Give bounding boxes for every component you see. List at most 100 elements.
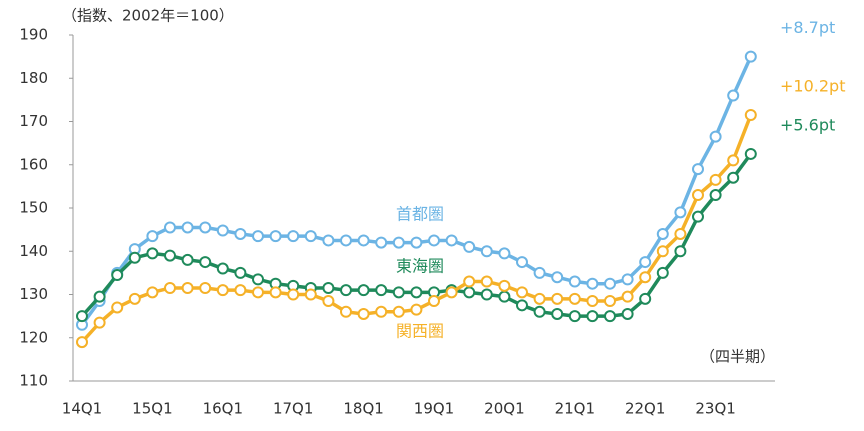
data-point xyxy=(604,310,616,323)
data-point xyxy=(639,292,652,305)
data-point xyxy=(709,189,722,202)
data-point xyxy=(533,292,546,305)
data-point xyxy=(727,154,740,167)
data-point xyxy=(357,307,370,320)
data-point xyxy=(304,288,317,301)
data-point xyxy=(656,245,669,258)
data-point xyxy=(357,234,370,247)
data-point xyxy=(568,275,581,288)
data-point xyxy=(322,282,335,295)
y-tick-label: 150 xyxy=(19,199,48,217)
data-point xyxy=(445,286,458,299)
data-point xyxy=(445,234,458,247)
data-point xyxy=(744,50,757,63)
y-tick-label: 190 xyxy=(19,26,48,44)
data-point xyxy=(199,256,212,269)
y-tick-label: 140 xyxy=(19,242,48,260)
data-point xyxy=(164,221,176,234)
data-point xyxy=(744,147,757,160)
data-point xyxy=(692,189,704,202)
data-point xyxy=(164,249,176,262)
x-tick-label: 20Q1 xyxy=(484,400,524,418)
data-point xyxy=(428,294,440,307)
data-point xyxy=(604,277,616,290)
data-point xyxy=(568,292,581,305)
data-point xyxy=(375,236,388,249)
data-point xyxy=(76,336,88,349)
data-point xyxy=(568,310,581,323)
data-point xyxy=(322,294,335,307)
x-tick-label: 14Q1 xyxy=(62,400,102,418)
data-point xyxy=(621,290,634,303)
data-point xyxy=(498,247,511,260)
data-point xyxy=(340,284,352,297)
data-point xyxy=(709,173,722,186)
data-point xyxy=(128,251,141,264)
data-point xyxy=(340,305,352,318)
y-tick-label: 180 xyxy=(19,69,48,87)
data-point xyxy=(410,303,423,316)
data-point xyxy=(146,286,159,299)
data-point xyxy=(516,299,528,312)
data-point xyxy=(76,310,88,323)
y-tick-label: 160 xyxy=(19,155,48,173)
data-point xyxy=(480,275,493,288)
data-point xyxy=(463,275,476,288)
data-point xyxy=(234,284,247,297)
chart-subtitle: （指数、2002年＝100） xyxy=(62,7,234,25)
data-point xyxy=(375,284,388,297)
data-point xyxy=(269,230,282,243)
series-label: 東海圏 xyxy=(396,257,444,276)
data-point xyxy=(551,292,564,305)
x-axis-label: （四半期） xyxy=(700,348,775,366)
data-point xyxy=(128,292,141,305)
series-label: 関西圏 xyxy=(396,322,444,341)
data-point xyxy=(93,290,106,303)
data-point xyxy=(375,305,388,318)
change-label: +10.2pt xyxy=(780,77,845,96)
data-point xyxy=(392,236,405,249)
data-point xyxy=(551,307,564,320)
y-tick-label: 170 xyxy=(19,112,48,130)
data-point xyxy=(744,109,757,122)
data-point xyxy=(621,307,634,320)
x-tick-label: 18Q1 xyxy=(343,400,383,418)
x-tick-label: 19Q1 xyxy=(414,400,454,418)
data-point xyxy=(181,221,194,234)
x-tick-label: 15Q1 xyxy=(132,400,172,418)
data-point xyxy=(111,269,124,282)
data-point xyxy=(656,266,669,279)
data-point xyxy=(516,256,528,269)
data-point xyxy=(692,210,704,223)
data-point xyxy=(111,301,124,314)
data-point xyxy=(357,284,370,297)
data-point xyxy=(551,271,564,284)
data-point xyxy=(586,310,599,323)
data-point xyxy=(181,253,194,266)
data-point xyxy=(410,286,423,299)
data-point xyxy=(516,286,528,299)
data-point xyxy=(216,224,229,237)
data-point xyxy=(216,284,229,297)
data-point xyxy=(181,282,194,295)
data-point xyxy=(234,227,247,240)
data-point xyxy=(252,286,264,299)
x-tick-label: 17Q1 xyxy=(273,400,313,418)
x-tick-label: 16Q1 xyxy=(203,400,243,418)
x-tick-label: 21Q1 xyxy=(555,400,595,418)
data-point xyxy=(252,273,264,286)
series-line xyxy=(80,55,753,326)
data-point xyxy=(252,230,264,243)
data-point xyxy=(480,288,493,301)
y-tick-label: 120 xyxy=(19,328,48,346)
data-point xyxy=(674,227,687,240)
data-point xyxy=(674,245,687,258)
data-point xyxy=(199,282,212,295)
data-point xyxy=(146,247,159,260)
x-tick-label: 23Q1 xyxy=(695,400,735,418)
series-label: 首都圏 xyxy=(396,205,444,224)
data-point xyxy=(674,206,687,219)
change-label: +8.7pt xyxy=(780,18,835,37)
data-point xyxy=(621,273,634,286)
